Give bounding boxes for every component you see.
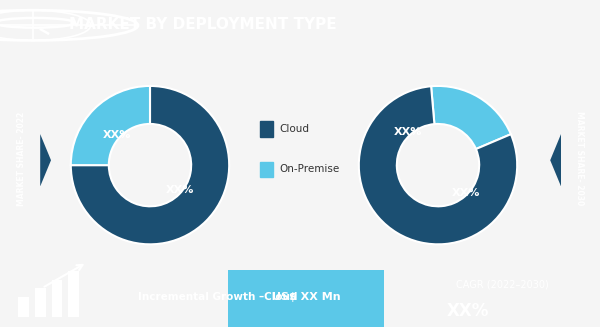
Wedge shape [359, 86, 517, 244]
Polygon shape [550, 134, 561, 186]
Bar [260, 121, 274, 137]
Text: Cloud: Cloud [279, 124, 309, 134]
Wedge shape [71, 86, 229, 244]
Text: MARKET SHARE- 2022: MARKET SHARE- 2022 [17, 112, 26, 206]
Wedge shape [431, 86, 511, 149]
Text: XX%: XX% [447, 302, 489, 320]
Polygon shape [40, 134, 51, 186]
Polygon shape [228, 270, 384, 327]
Text: MARKET SHARE- 2030: MARKET SHARE- 2030 [575, 112, 584, 206]
Bar [52, 280, 62, 317]
Bar [35, 288, 46, 317]
Text: XX%: XX% [166, 185, 194, 196]
Bar [18, 297, 29, 317]
Text: CAGR (2022–2030): CAGR (2022–2030) [456, 279, 549, 289]
Text: XX%: XX% [452, 188, 480, 198]
Text: Incremental Growth –Cloud: Incremental Growth –Cloud [138, 292, 298, 302]
Wedge shape [71, 86, 150, 165]
Text: XX%: XX% [394, 127, 422, 137]
Text: US$ XX Mn: US$ XX Mn [272, 292, 340, 302]
Text: On-Premise: On-Premise [279, 164, 340, 174]
Text: XX%: XX% [103, 130, 131, 140]
Bar [68, 271, 79, 317]
Bar [260, 162, 274, 177]
Text: MARKET BY DEPLOYMENT TYPE: MARKET BY DEPLOYMENT TYPE [69, 17, 337, 32]
